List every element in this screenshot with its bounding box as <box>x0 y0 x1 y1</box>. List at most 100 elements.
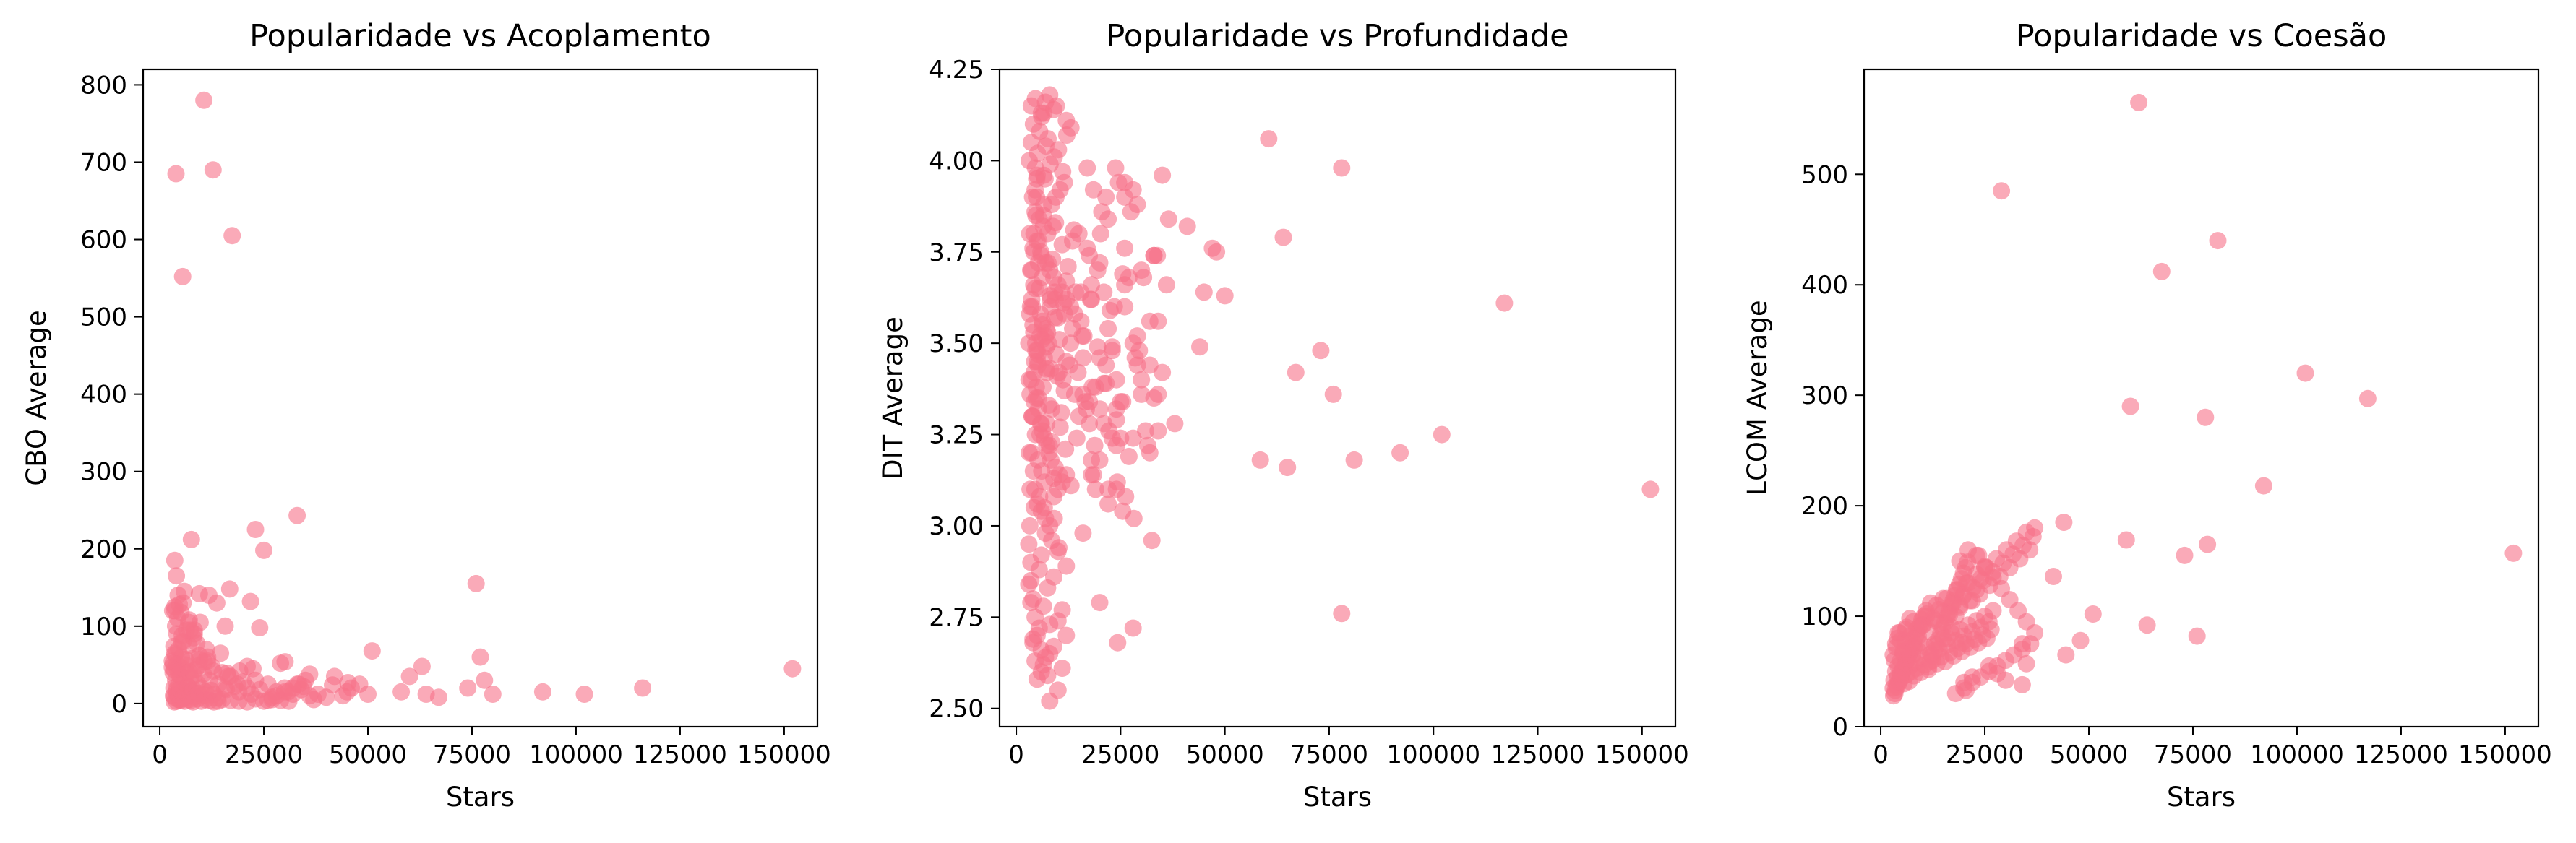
chart-panel-1: 0 25000 50000 75000 100000 125000 150000 0 100 20… <box>21 18 831 813</box>
scatter-point <box>168 567 186 585</box>
scatter-points <box>163 91 802 711</box>
scatter-point <box>1041 516 1059 535</box>
scatter-point <box>182 530 200 548</box>
y-tick-label: 3.00 <box>929 512 984 541</box>
scatter-point <box>1086 480 1104 498</box>
y-tick-label: 200 <box>1801 492 1848 521</box>
scatter-point <box>1154 363 1172 381</box>
scatter-point <box>166 602 184 620</box>
scatter-point <box>1069 363 1087 381</box>
scatter-point <box>2130 93 2148 111</box>
x-tick-label: 150000 <box>2458 740 2552 769</box>
scatter-point <box>1047 97 1065 115</box>
scatter-point <box>2026 519 2044 537</box>
scatter-point <box>533 683 551 701</box>
scatter-point <box>1081 393 1099 411</box>
scatter-point <box>1089 261 1107 280</box>
x-axis-label: Stars <box>446 782 515 813</box>
scatter-point <box>1026 90 1044 108</box>
scatter-point <box>1020 535 1038 553</box>
scatter-point <box>1312 342 1330 360</box>
scatter-point <box>1957 681 1975 699</box>
scatter-point <box>2504 544 2523 562</box>
scatter-point <box>1095 415 1113 433</box>
scatter-point <box>575 686 593 703</box>
scatter-point <box>1274 228 1292 246</box>
x-tick-label: 0 <box>1873 740 1889 769</box>
scatter-point <box>1433 425 1451 444</box>
scatter-point <box>1128 196 1146 214</box>
scatter-point <box>167 165 185 183</box>
scatter-point <box>1052 404 1070 422</box>
scatter-point <box>1251 451 1269 469</box>
scatter-point <box>1083 451 1100 469</box>
x-axis-label: Stars <box>1303 782 1372 813</box>
scatter-point <box>1050 539 1068 557</box>
chart-title: Popularidade vs Profundidade <box>1106 18 1568 54</box>
chart-title: Popularidade vs Coesão <box>2016 18 2387 54</box>
scatter-point <box>223 227 241 245</box>
scatter-point <box>1178 217 1196 235</box>
scatter-point <box>195 91 213 109</box>
scatter-point <box>1970 546 1988 564</box>
scatter-point <box>1024 630 1042 648</box>
scatter-point <box>413 657 431 675</box>
scatter-points <box>1884 93 2523 705</box>
scatter-point <box>2197 408 2215 426</box>
scatter-point <box>1093 203 1111 221</box>
scatter-point <box>1216 287 1234 305</box>
scatter-point <box>2055 514 2073 532</box>
scatter-point <box>1083 466 1100 484</box>
scatter-points <box>1020 86 1660 710</box>
x-tick-label: 25000 <box>225 740 303 769</box>
y-tick-label: 300 <box>80 458 127 487</box>
plot-frame <box>998 68 1677 728</box>
scatter-point <box>1039 130 1057 148</box>
scatter-point <box>1107 159 1125 177</box>
scatter-point <box>2199 535 2217 553</box>
scatter-point <box>1067 283 1084 301</box>
scatter-point <box>188 634 206 652</box>
scatter-point <box>1138 436 1156 454</box>
scatter-point <box>2071 631 2090 649</box>
y-tick-label: 4.25 <box>929 56 984 85</box>
y-tick-label: 700 <box>80 148 127 177</box>
scatter-point <box>2017 654 2035 673</box>
y-tick-label: 2.75 <box>929 603 984 632</box>
scatter-point <box>1149 312 1167 330</box>
scatter-point <box>1324 385 1342 403</box>
scatter-point <box>1137 422 1154 440</box>
scatter-point <box>2121 397 2139 415</box>
scatter-point <box>1045 637 1062 655</box>
chart-title: Popularidade vs Acoplamento <box>249 18 711 54</box>
scatter-point <box>1345 451 1363 469</box>
scatter-point <box>1128 356 1146 374</box>
scatter-point <box>1021 516 1039 535</box>
scatter-point <box>1996 671 2014 689</box>
scatter-point <box>1149 385 1167 403</box>
scatter-point <box>2117 531 2135 549</box>
scatter-point <box>1091 225 1109 243</box>
scatter-point <box>1208 243 1226 261</box>
scatter-point <box>1993 182 2011 200</box>
scatter-point <box>1072 312 1090 330</box>
scatter-point <box>251 619 269 636</box>
y-tick-label: 400 <box>1801 271 1848 300</box>
plot-frame <box>142 68 819 728</box>
scatter-point <box>1391 444 1409 462</box>
scatter-point <box>1053 660 1071 678</box>
scatter-point <box>1062 334 1080 353</box>
scatter-point <box>2209 232 2227 250</box>
scatter-point <box>467 574 485 592</box>
scatter-point <box>1054 371 1072 389</box>
x-tick-label: 100000 <box>1386 740 1480 769</box>
scatter-point <box>1166 415 1184 433</box>
scatter-point <box>176 582 193 600</box>
x-tick-label: 25000 <box>1946 740 2024 769</box>
x-tick-label: 150000 <box>737 740 831 769</box>
scatter-point <box>484 686 502 703</box>
scatter-point <box>1109 634 1127 652</box>
scatter-point <box>1191 338 1208 356</box>
x-tick-label: 125000 <box>633 740 727 769</box>
